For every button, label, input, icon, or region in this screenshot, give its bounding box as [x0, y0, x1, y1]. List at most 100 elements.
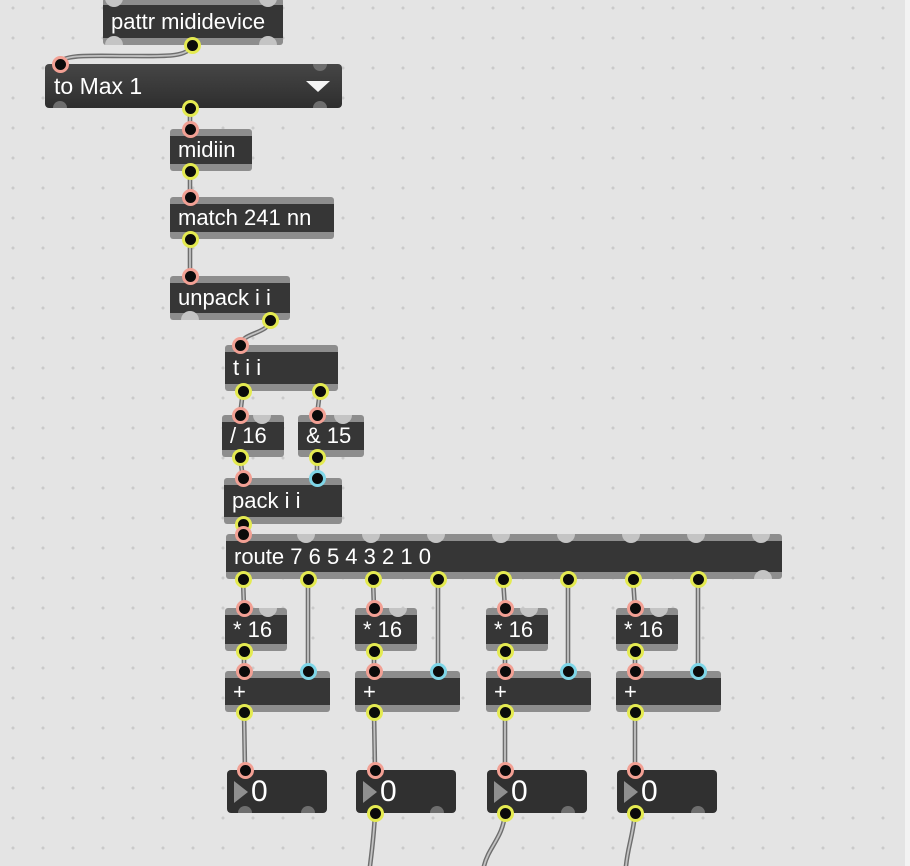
object-box-times16-2[interactable]: * 16: [355, 608, 417, 651]
number-box-1[interactable]: 0: [227, 770, 327, 813]
outlet-port[interactable]: [496, 642, 514, 660]
number-value[interactable]: 0: [380, 774, 397, 808]
object-box-times16-1[interactable]: * 16: [225, 608, 287, 651]
inlet-stub[interactable]: [334, 415, 352, 424]
outlet-stub[interactable]: [238, 806, 252, 813]
inlet-cold-port[interactable]: [429, 662, 447, 680]
inlet-stub[interactable]: [105, 0, 123, 7]
object-box-match[interactable]: match 241 nn: [170, 197, 334, 239]
outlet-stub[interactable]: [301, 806, 315, 813]
outlet-port[interactable]: [496, 703, 514, 721]
inlet-hot-port[interactable]: [626, 662, 644, 680]
patch-cord[interactable]: [241, 709, 248, 773]
outlet-port[interactable]: [365, 642, 383, 660]
inlet-cold-port[interactable]: [308, 469, 326, 487]
inlet-cold-port[interactable]: [689, 662, 707, 680]
inlet-hot-port[interactable]: [181, 267, 199, 285]
inlet-hot-port[interactable]: [234, 525, 252, 543]
inlet-stub[interactable]: [297, 534, 315, 543]
outlet-port[interactable]: [624, 570, 642, 588]
outlet-port[interactable]: [429, 570, 447, 588]
outlet-port[interactable]: [234, 570, 252, 588]
number-value[interactable]: 0: [641, 774, 658, 808]
object-box-times16-4[interactable]: * 16: [616, 608, 678, 651]
outlet-stub[interactable]: [313, 101, 327, 108]
inlet-hot-port[interactable]: [365, 662, 383, 680]
inlet-hot-port[interactable]: [235, 599, 253, 617]
outlet-stub[interactable]: [754, 570, 772, 579]
inlet-hot-port[interactable]: [365, 599, 383, 617]
outlet-stub[interactable]: [561, 806, 575, 813]
inlet-stub[interactable]: [650, 608, 668, 617]
outlet-port[interactable]: [299, 570, 317, 588]
inlet-hot-port[interactable]: [626, 599, 644, 617]
outlet-port[interactable]: [231, 448, 249, 466]
outlet-stub[interactable]: [259, 36, 277, 45]
inlet-stub[interactable]: [259, 608, 277, 617]
outlet-port[interactable]: [183, 36, 201, 54]
inlet-hot-port[interactable]: [231, 336, 249, 354]
outlet-port[interactable]: [626, 804, 644, 822]
inlet-hot-port[interactable]: [235, 662, 253, 680]
outlet-port[interactable]: [235, 642, 253, 660]
outlet-port[interactable]: [626, 703, 644, 721]
inlet-hot-port[interactable]: [51, 55, 69, 73]
outlet-port[interactable]: [494, 570, 512, 588]
inlet-hot-port[interactable]: [181, 120, 199, 138]
inlet-stub[interactable]: [362, 534, 380, 543]
outlet-port[interactable]: [234, 382, 252, 400]
object-box-midiin[interactable]: midiin: [170, 129, 252, 171]
patch-cord[interactable]: [371, 709, 378, 773]
inlet-stub[interactable]: [427, 534, 445, 543]
inlet-stub[interactable]: [520, 608, 538, 617]
object-box-route[interactable]: route 7 6 5 4 3 2 1 0: [226, 534, 782, 579]
inlet-hot-port[interactable]: [308, 406, 326, 424]
inlet-stub[interactable]: [313, 64, 327, 71]
inlet-stub[interactable]: [752, 534, 770, 543]
inlet-stub[interactable]: [389, 608, 407, 617]
inlet-hot-port[interactable]: [236, 761, 254, 779]
inlet-hot-port[interactable]: [626, 761, 644, 779]
outlet-port[interactable]: [181, 99, 199, 117]
inlet-hot-port[interactable]: [496, 761, 514, 779]
outlet-stub[interactable]: [53, 101, 67, 108]
inlet-stub[interactable]: [253, 415, 271, 424]
inlet-stub[interactable]: [557, 534, 575, 543]
outlet-port[interactable]: [181, 230, 199, 248]
inlet-hot-port[interactable]: [496, 662, 514, 680]
inlet-stub[interactable]: [492, 534, 510, 543]
outlet-port[interactable]: [181, 162, 199, 180]
outlet-port[interactable]: [235, 703, 253, 721]
object-box-times16-3[interactable]: * 16: [486, 608, 548, 651]
outlet-stub[interactable]: [430, 806, 444, 813]
inlet-cold-port[interactable]: [299, 662, 317, 680]
outlet-port[interactable]: [308, 448, 326, 466]
inlet-hot-port[interactable]: [234, 469, 252, 487]
outlet-port[interactable]: [626, 642, 644, 660]
number-value[interactable]: 0: [251, 774, 268, 808]
inlet-hot-port[interactable]: [181, 188, 199, 206]
outlet-port[interactable]: [311, 382, 329, 400]
outlet-stub[interactable]: [105, 36, 123, 45]
number-value[interactable]: 0: [511, 774, 528, 808]
object-box-pattr[interactable]: pattr mididevice: [103, 0, 283, 45]
inlet-hot-port[interactable]: [366, 761, 384, 779]
inlet-stub[interactable]: [259, 0, 277, 7]
inlet-hot-port[interactable]: [496, 599, 514, 617]
inlet-hot-port[interactable]: [231, 406, 249, 424]
patch-cord[interactable]: [57, 43, 195, 66]
outlet-port[interactable]: [365, 703, 383, 721]
inlet-cold-port[interactable]: [559, 662, 577, 680]
outlet-port[interactable]: [559, 570, 577, 588]
object-box-bitand-15[interactable]: & 15: [298, 415, 364, 457]
outlet-stub[interactable]: [691, 806, 705, 813]
outlet-port[interactable]: [496, 804, 514, 822]
outlet-port[interactable]: [689, 570, 707, 588]
outlet-stub[interactable]: [181, 311, 199, 320]
outlet-port[interactable]: [364, 570, 382, 588]
inlet-stub[interactable]: [687, 534, 705, 543]
inlet-stub[interactable]: [622, 534, 640, 543]
object-box-divide-16[interactable]: / 16: [222, 415, 284, 457]
outlet-port[interactable]: [261, 311, 279, 329]
